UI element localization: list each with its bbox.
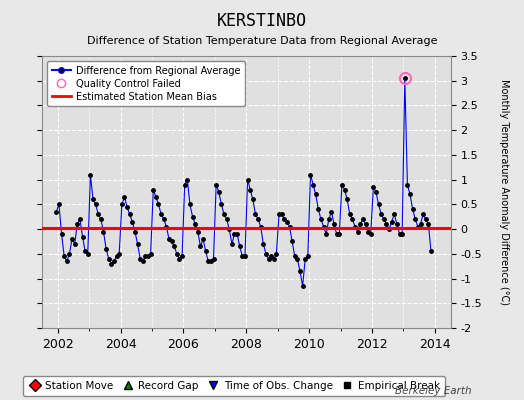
- Text: Berkeley Earth: Berkeley Earth: [395, 386, 472, 396]
- Text: KERSTINBO: KERSTINBO: [217, 12, 307, 30]
- Text: Difference of Station Temperature Data from Regional Average: Difference of Station Temperature Data f…: [87, 36, 437, 46]
- Legend: Station Move, Record Gap, Time of Obs. Change, Empirical Break: Station Move, Record Gap, Time of Obs. C…: [23, 376, 445, 396]
- Y-axis label: Monthly Temperature Anomaly Difference (°C): Monthly Temperature Anomaly Difference (…: [499, 79, 509, 305]
